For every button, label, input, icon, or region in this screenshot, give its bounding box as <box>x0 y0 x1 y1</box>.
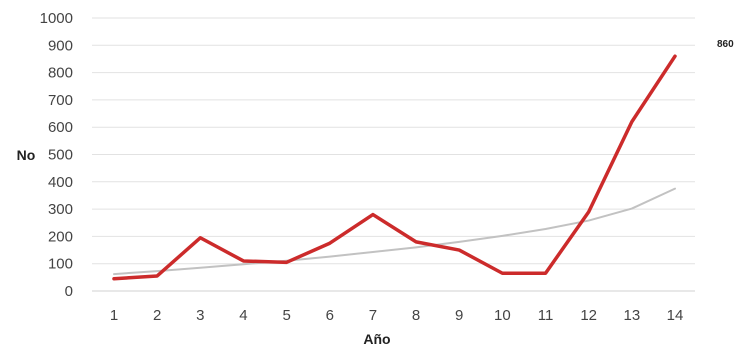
series-lines <box>112 54 677 281</box>
y-tick-label: 800 <box>48 65 73 82</box>
y-tick-label: 300 <box>48 201 73 218</box>
trendline <box>113 187 676 276</box>
y-tick-label: 400 <box>48 174 73 191</box>
x-tick-label: 7 <box>369 307 377 324</box>
series-line <box>112 54 677 281</box>
y-axis-ticks: 0 100 200 300 400 500 600 700 800 900 1000 <box>40 10 73 300</box>
x-tick-label: 13 <box>624 307 641 324</box>
x-tick-label: 11 <box>538 307 554 324</box>
y-tick-label: 200 <box>48 228 73 245</box>
x-tick-label: 10 <box>494 307 511 324</box>
x-tick-label: 8 <box>412 307 420 324</box>
y-tick-label: 500 <box>48 147 73 164</box>
x-tick-label: 5 <box>282 307 290 324</box>
y-tick-label: 900 <box>48 37 73 54</box>
x-tick-label: 9 <box>455 307 463 324</box>
x-tick-label: 6 <box>326 307 334 324</box>
x-tick-label: 12 <box>580 307 597 324</box>
annotations: 860 <box>717 39 734 50</box>
y-tick-label: 100 <box>48 256 73 273</box>
y-axis-title: No <box>17 147 36 163</box>
x-tick-label: 14 <box>667 307 684 324</box>
data-label: 860 <box>717 39 734 50</box>
x-tick-label: 2 <box>153 307 161 324</box>
y-tick-label: 0 <box>65 283 73 300</box>
y-tick-label: 700 <box>48 92 73 109</box>
gridlines <box>92 17 695 292</box>
x-tick-label: 3 <box>196 307 204 324</box>
x-axis-ticks: 1 2 3 4 5 6 7 8 9 10 11 12 13 14 <box>110 307 684 324</box>
y-tick-label: 1000 <box>40 10 73 27</box>
x-axis-title: Año <box>363 331 390 347</box>
y-tick-label: 600 <box>48 119 73 136</box>
x-tick-label: 1 <box>110 307 118 324</box>
x-tick-label: 4 <box>239 307 247 324</box>
